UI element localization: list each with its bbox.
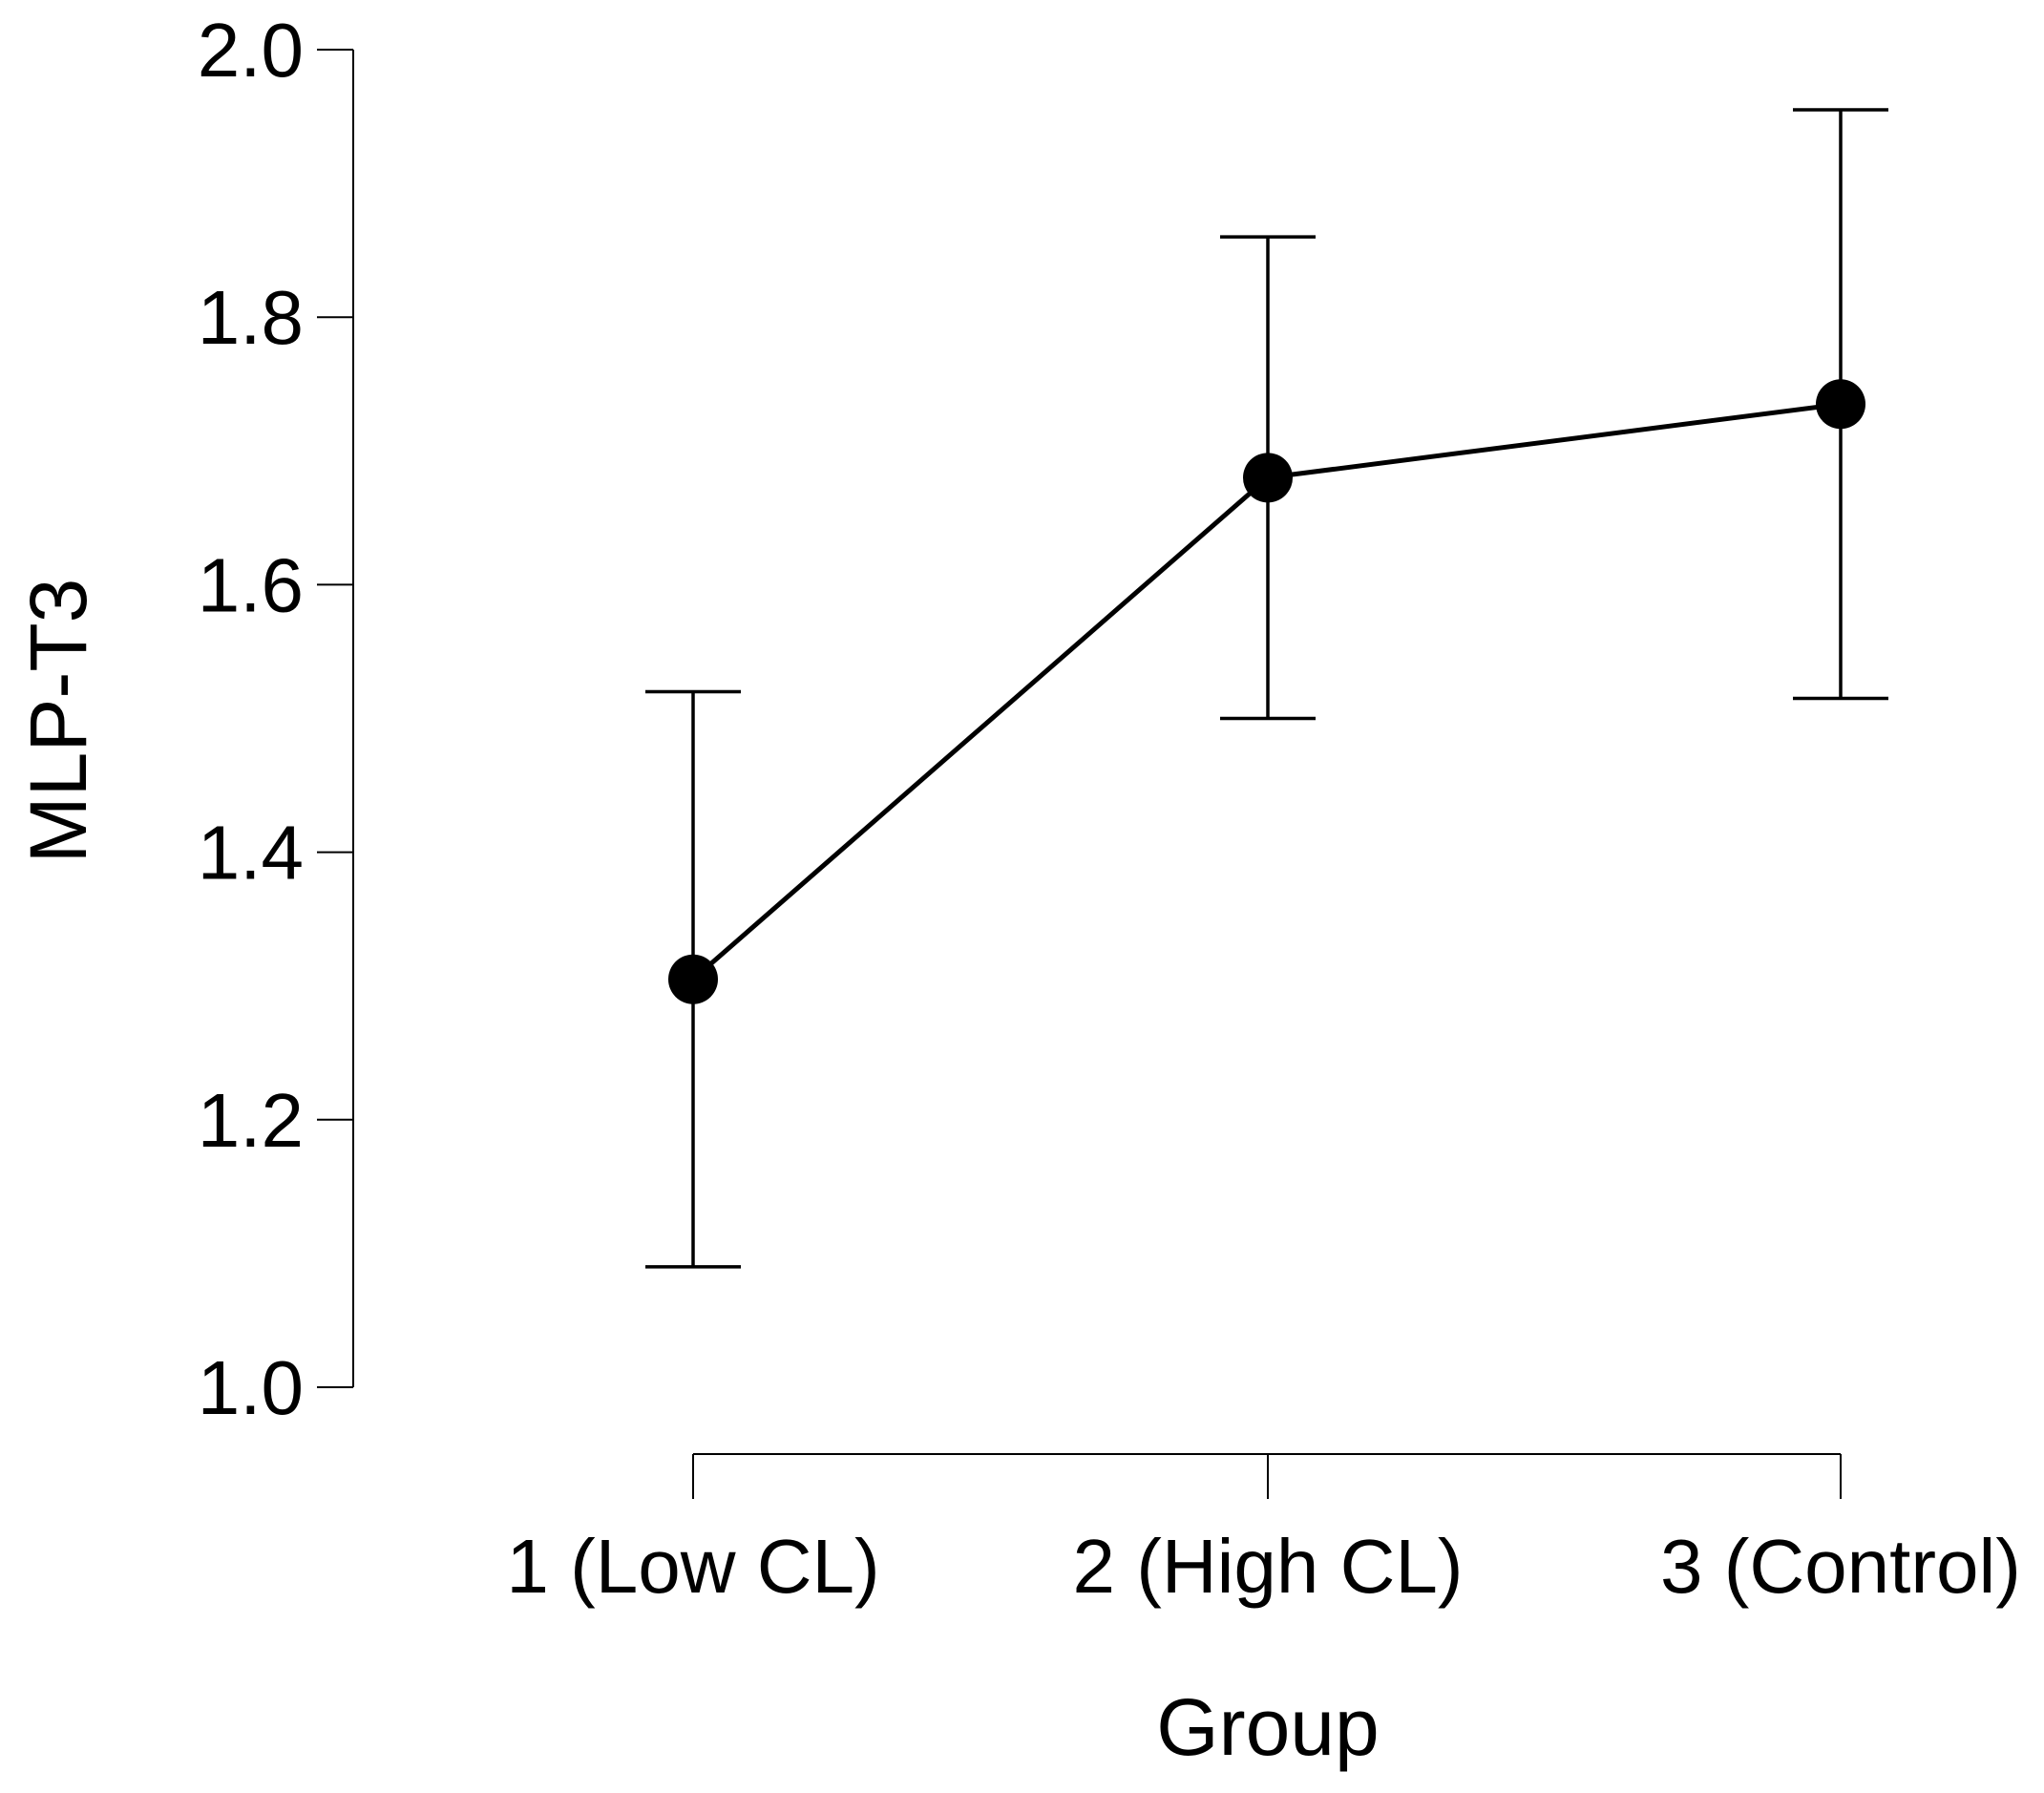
data-point bbox=[668, 954, 718, 1004]
data-point bbox=[1243, 453, 1293, 503]
x-tick-label: 3 (Control) bbox=[1660, 1524, 2021, 1609]
y-tick-label: 1.2 bbox=[198, 1078, 304, 1163]
data-point bbox=[1816, 379, 1865, 430]
x-axis: 1 (Low CL) 2 (High CL) 3 (Control) bbox=[506, 1453, 2021, 1609]
y-tick-label: 1.8 bbox=[198, 275, 304, 360]
x-tick-label: 2 (High CL) bbox=[1072, 1524, 1463, 1609]
y-tick-label: 2.0 bbox=[198, 8, 304, 93]
y-tick-label: 1.4 bbox=[198, 811, 304, 896]
x-tick-label: 1 (Low CL) bbox=[506, 1524, 879, 1609]
points bbox=[668, 379, 1865, 1004]
x-axis-title: Group bbox=[1156, 1682, 1379, 1772]
y-tick-label: 1.6 bbox=[198, 542, 304, 627]
y-axis-title: MLP-T3 bbox=[13, 579, 103, 864]
error-bars bbox=[645, 108, 1888, 1269]
y-axis: 1.0 1.2 1.4 1.6 1.8 2.0 bbox=[198, 8, 354, 1430]
y-tick-label: 1.0 bbox=[198, 1345, 304, 1430]
